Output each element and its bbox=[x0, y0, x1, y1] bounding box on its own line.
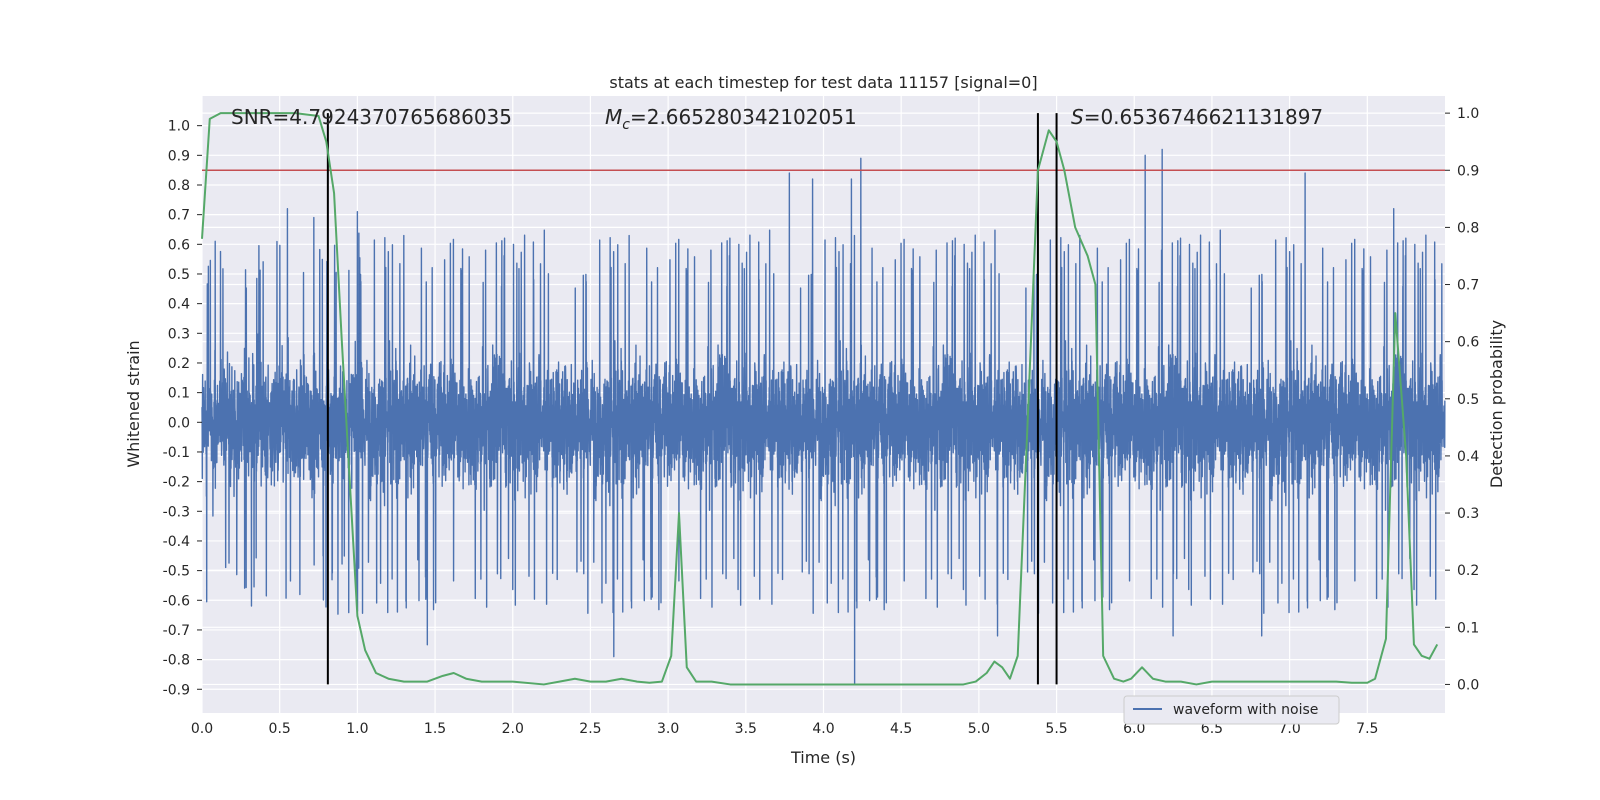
y-tick-label: 0.3 bbox=[168, 326, 190, 342]
chirp-mass-value: =2.665280342102051 bbox=[630, 105, 857, 129]
y-tick-label: 1.0 bbox=[168, 119, 190, 135]
x-tick-label: 1.5 bbox=[424, 721, 446, 737]
y-tick-label: -0.5 bbox=[163, 564, 190, 580]
y2-tick-label: 0.7 bbox=[1457, 278, 1479, 294]
y-tick-label: -0.7 bbox=[163, 623, 190, 639]
y2-axis-label: Detection probability bbox=[1487, 320, 1506, 488]
y2-tick-labels: 1.0 0.9 0.8 0.7 0.6 0.5 0.4 0.3 0.2 0.1 0.0 bbox=[1445, 106, 1479, 693]
s-symbol: S bbox=[1071, 105, 1084, 129]
y-tick-label: -0.3 bbox=[163, 504, 190, 520]
y2-tick-label: 0.6 bbox=[1457, 335, 1479, 351]
vertical-markers bbox=[326, 113, 1058, 685]
x-tick-label: 7.0 bbox=[1278, 721, 1300, 737]
x-tick-label: 5.0 bbox=[968, 721, 990, 737]
waveform-series bbox=[201, 148, 1446, 685]
y2-tick-label: 0.3 bbox=[1457, 506, 1479, 522]
y-tick-label: 0.8 bbox=[168, 178, 190, 194]
s-value: =0.6536746621131897 bbox=[1084, 105, 1323, 129]
x-tick-label: 3.0 bbox=[657, 721, 679, 737]
y-tick-label: 0.1 bbox=[168, 386, 190, 402]
y-tick-label: 0.0 bbox=[168, 415, 190, 431]
y-tick-label: -0.4 bbox=[163, 534, 190, 550]
legend: waveform with noise bbox=[1123, 695, 1340, 725]
y2-tick-label: 0.1 bbox=[1457, 620, 1479, 636]
y2-tick-label: 0.8 bbox=[1457, 220, 1479, 236]
y-tick-labels: 1.0 0.9 0.8 0.7 0.6 0.5 0.4 0.3 0.2 0.1 0.0 -0.1 -0.… bbox=[163, 119, 202, 698]
chirp-mass-subscript: c bbox=[622, 117, 630, 133]
chirp-mass-symbol: M bbox=[605, 105, 622, 129]
legend-entry: waveform with noise bbox=[1173, 702, 1318, 718]
x-tick-label: 2.5 bbox=[579, 721, 601, 737]
y2-tick-label: 0.5 bbox=[1457, 392, 1479, 408]
y-tick-label: 0.9 bbox=[168, 148, 190, 164]
s-annotation: S=0.6536746621131897 bbox=[1071, 105, 1323, 129]
x-tick-label: 3.5 bbox=[735, 721, 757, 737]
x-tick-label: 7.5 bbox=[1356, 721, 1378, 737]
y-tick-label: -0.2 bbox=[163, 475, 190, 491]
x-tick-labels: 0.0 0.5 1.0 1.5 2.0 2.5 3.0 3.5 4.0 4.5 5.0 5.5 6.0 6… bbox=[191, 721, 1379, 737]
y-tick-label: 0.4 bbox=[168, 297, 190, 313]
y-axis-label: Whitened strain bbox=[124, 340, 143, 467]
x-tick-label: 4.5 bbox=[890, 721, 912, 737]
x-tick-label: 4.0 bbox=[812, 721, 834, 737]
y-tick-label: 0.6 bbox=[168, 237, 190, 253]
x-tick-label: 6.5 bbox=[1201, 721, 1223, 737]
y2-tick-label: 0.2 bbox=[1457, 563, 1479, 579]
x-tick-label: 1.0 bbox=[346, 721, 368, 737]
y-tick-label: -0.9 bbox=[163, 682, 190, 698]
probability-line bbox=[201, 112, 1439, 686]
legend-box bbox=[1123, 695, 1340, 725]
y-tick-label: -0.8 bbox=[163, 653, 190, 669]
y2-tick-label: 0.9 bbox=[1457, 163, 1479, 179]
y2-tick-label: 1.0 bbox=[1457, 106, 1479, 122]
x-tick-label: 0.5 bbox=[269, 721, 291, 737]
x-tick-label: 5.5 bbox=[1045, 721, 1067, 737]
x-tick-label: 2.0 bbox=[502, 721, 524, 737]
x-tick-label: 0.0 bbox=[191, 721, 213, 737]
chirp-mass-annotation: Mc=2.665280342102051 bbox=[605, 105, 857, 133]
chart-title: stats at each timestep for test data 111… bbox=[609, 73, 1037, 92]
y-tick-label: -0.1 bbox=[163, 445, 190, 461]
y2-tick-label: 0.0 bbox=[1457, 677, 1479, 693]
y-tick-label: -0.6 bbox=[163, 593, 190, 609]
waveform-line bbox=[201, 148, 1446, 685]
snr-annotation: SNR=4.7924370765686035 bbox=[231, 105, 512, 129]
y2-tick-label: 0.4 bbox=[1457, 449, 1479, 465]
x-tick-label: 6.0 bbox=[1123, 721, 1145, 737]
y-tick-label: 0.5 bbox=[168, 267, 190, 283]
probability-series bbox=[201, 112, 1439, 686]
x-axis-label: Time (s) bbox=[790, 748, 856, 767]
y-tick-label: 0.2 bbox=[168, 356, 190, 372]
y-tick-label: 0.7 bbox=[168, 208, 190, 224]
